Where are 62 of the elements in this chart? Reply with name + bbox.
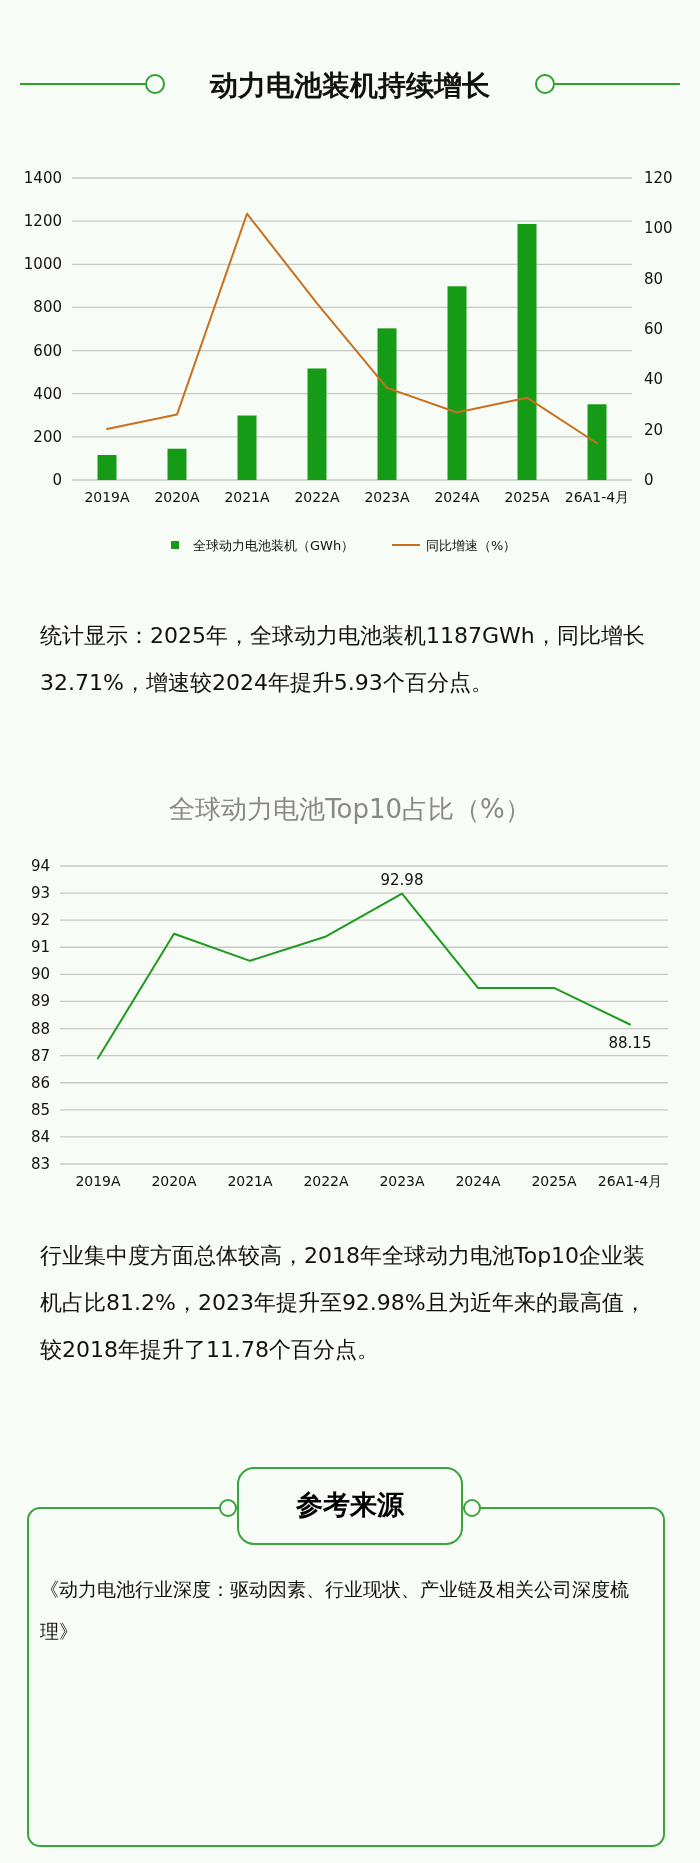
- x-tick-label: 2021A: [227, 1173, 274, 1189]
- data-label: 92.98: [380, 870, 424, 889]
- y-tick-label: 89: [30, 992, 50, 1011]
- data-label: 88.15: [608, 1034, 652, 1053]
- x-tick-label: 2025A: [531, 1173, 578, 1189]
- y2-tick-label: 100: [644, 219, 673, 238]
- x-tick-label: 2020A: [154, 489, 201, 505]
- x-tick-label: 2025A: [504, 489, 551, 505]
- y-tick-label: 90: [30, 965, 50, 984]
- y-tick-label: 92: [30, 911, 50, 930]
- line-series: [106, 212, 598, 445]
- y2-tick-label: 120: [644, 169, 673, 187]
- x-tick-label: 2019A: [84, 489, 131, 505]
- chart-title: 全球动力电池Top10占比（%）: [169, 794, 531, 824]
- bar: [517, 223, 537, 480]
- x-tick-label: 2019A: [75, 1173, 122, 1189]
- y-tick-label: 94: [30, 857, 50, 875]
- y-tick-label: 0: [52, 471, 62, 489]
- y-tick-label: 88: [30, 1019, 50, 1038]
- bar: [447, 286, 467, 480]
- x-tick-label: 2023A: [379, 1173, 426, 1189]
- bar: [97, 454, 117, 480]
- y-tick-label: 85: [30, 1100, 50, 1119]
- text: 参考来源: [295, 1488, 405, 1522]
- x-tick-label: 2020A: [151, 1173, 198, 1189]
- y-tick-label: 1400: [23, 169, 62, 187]
- y2-tick-label: 80: [644, 269, 664, 288]
- y-tick-label: 200: [33, 427, 62, 446]
- y-tick-label: 400: [33, 384, 62, 403]
- x-tick-label: 2024A: [434, 489, 481, 505]
- bar: [587, 404, 607, 480]
- legend-label: 同比增速（%）: [426, 538, 517, 553]
- y-tick-label: 87: [30, 1046, 50, 1065]
- y-tick-label: 600: [33, 341, 62, 360]
- y-tick-label: 1200: [23, 212, 62, 231]
- y2-tick-label: 0: [644, 471, 654, 489]
- x-tick-label: 2021A: [224, 489, 271, 505]
- y2-tick-label: 20: [644, 420, 664, 439]
- bar: [237, 415, 257, 480]
- y-tick-label: 83: [30, 1155, 50, 1173]
- y-tick-label: 93: [30, 884, 50, 903]
- bar: [377, 328, 397, 480]
- bar: [307, 368, 327, 480]
- x-tick-label: 2024A: [455, 1173, 502, 1189]
- y-tick-label: 91: [30, 938, 50, 957]
- y-tick-label: 84: [30, 1127, 50, 1146]
- text: 行业集中度方面总体较高，2018年全球动力电池Top10企业装机占比81.2%，2023年提升至92.98%且为近年来的最高值，较2018年提升了11.78个百分点。: [40, 1242, 647, 1364]
- legend-label: 全球动力电池装机（GWh）: [193, 538, 355, 553]
- y-tick-label: 1000: [23, 255, 62, 274]
- y2-tick-label: 40: [644, 370, 664, 389]
- chart-title: 动力电池装机持续增长: [209, 69, 490, 102]
- x-tick-label: 26A1-4月: [597, 1173, 663, 1189]
- y2-tick-label: 60: [644, 320, 664, 338]
- x-tick-label: 2022A: [294, 489, 341, 505]
- y-tick-label: 86: [30, 1073, 50, 1092]
- text: 统计显示：2025年，全球动力电池装机1187GWh，同比增长32.71%，增速较2024年提升5.93个百分点。: [40, 622, 646, 697]
- bar: [167, 448, 187, 480]
- y-tick-label: 800: [33, 298, 62, 317]
- x-tick-label: 26A1-4月: [564, 489, 630, 505]
- x-tick-label: 2022A: [303, 1173, 350, 1189]
- x-tick-label: 2023A: [364, 489, 411, 505]
- text: 《动力电池行业深度：驱动因素、行业现状、产业链及相关公司深度梳理》: [40, 1577, 630, 1644]
